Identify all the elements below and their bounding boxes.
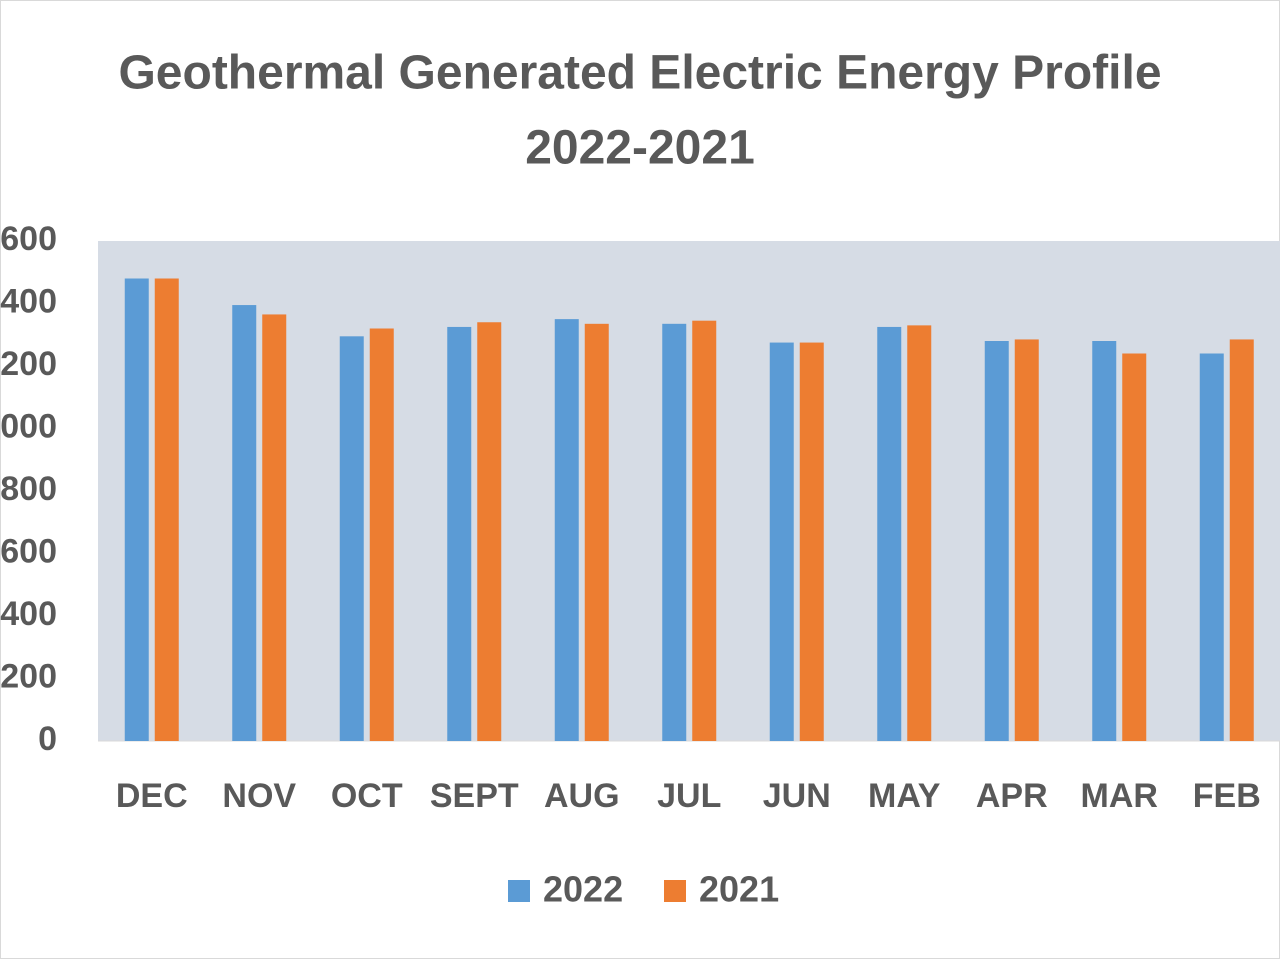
bar	[339, 336, 364, 741]
y-tick-label: 0	[38, 720, 57, 758]
bar	[262, 314, 287, 741]
bar	[1092, 341, 1117, 741]
bar	[232, 305, 257, 741]
x-tick-label: MAR	[1081, 777, 1158, 815]
bar	[799, 342, 824, 741]
bar	[477, 322, 502, 741]
x-tick-label: FEB	[1193, 777, 1261, 815]
x-tick-label: JUL	[657, 777, 721, 815]
chart-title: Geothermal Generated Electric Energy Pro…	[118, 47, 1161, 100]
bar	[877, 326, 902, 741]
bar	[984, 341, 1009, 741]
y-tick-label: 800	[0, 470, 57, 508]
bar	[584, 323, 609, 741]
bar	[769, 342, 794, 741]
y-tick-label: 400	[0, 282, 57, 320]
y-tick-label: 000	[0, 407, 57, 445]
bar	[907, 325, 932, 741]
plot-area	[98, 241, 1280, 741]
y-tick-label: 600	[0, 220, 57, 258]
bar	[124, 278, 149, 741]
x-tick-label: DEC	[116, 777, 188, 815]
x-tick-label: AUG	[544, 777, 620, 815]
bar	[692, 320, 717, 741]
x-tick-label: MAY	[868, 777, 941, 815]
bar	[369, 328, 394, 741]
bar	[154, 278, 179, 741]
y-tick-label: 200	[0, 345, 57, 383]
legend-label: 2022	[543, 869, 623, 910]
bar	[1122, 353, 1147, 741]
legend-swatch	[664, 880, 686, 902]
y-tick-label: 200	[0, 657, 57, 695]
y-tick-label: 400	[0, 595, 57, 633]
x-tick-label: NOV	[222, 777, 296, 815]
x-tick-label: SEPT	[430, 777, 519, 815]
x-tick-label: JUN	[763, 777, 831, 815]
bar	[554, 319, 579, 741]
y-tick-label: 600	[0, 532, 57, 570]
legend-swatch	[508, 880, 530, 902]
bar	[1014, 339, 1039, 741]
chart-title: 2022-2021	[525, 122, 755, 175]
x-tick-label: APR	[976, 777, 1048, 815]
bar	[447, 326, 472, 741]
x-tick-label: OCT	[331, 777, 403, 815]
legend-label: 2021	[699, 869, 779, 910]
bar	[1229, 339, 1254, 741]
bar	[1199, 353, 1224, 741]
bar	[662, 323, 687, 741]
